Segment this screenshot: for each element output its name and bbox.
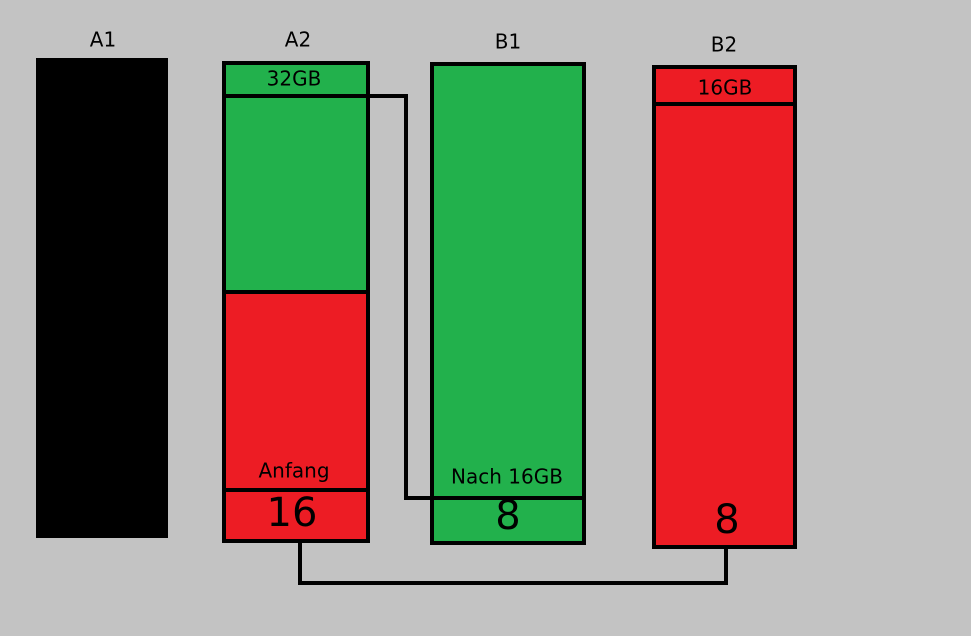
block-b1 (430, 62, 586, 545)
size-label: 32GB (267, 67, 322, 91)
block-outline (222, 61, 370, 543)
block-b2 (652, 65, 797, 549)
note-label: Anfang (258, 459, 329, 483)
value-label: 8 (495, 493, 520, 539)
block-a1 (36, 58, 168, 538)
column-label: A1 (90, 28, 116, 52)
column-label: B1 (495, 30, 521, 54)
value-label: 16 (267, 490, 318, 536)
note-label: Nach 16GB (451, 465, 563, 489)
value-label: 8 (714, 497, 739, 543)
column-label: A2 (285, 28, 311, 52)
green-section (224, 63, 368, 292)
red-section (224, 292, 368, 541)
size-label: 16GB (698, 76, 753, 100)
connector (298, 541, 728, 585)
connector (368, 94, 432, 500)
column-label: B2 (711, 33, 737, 57)
